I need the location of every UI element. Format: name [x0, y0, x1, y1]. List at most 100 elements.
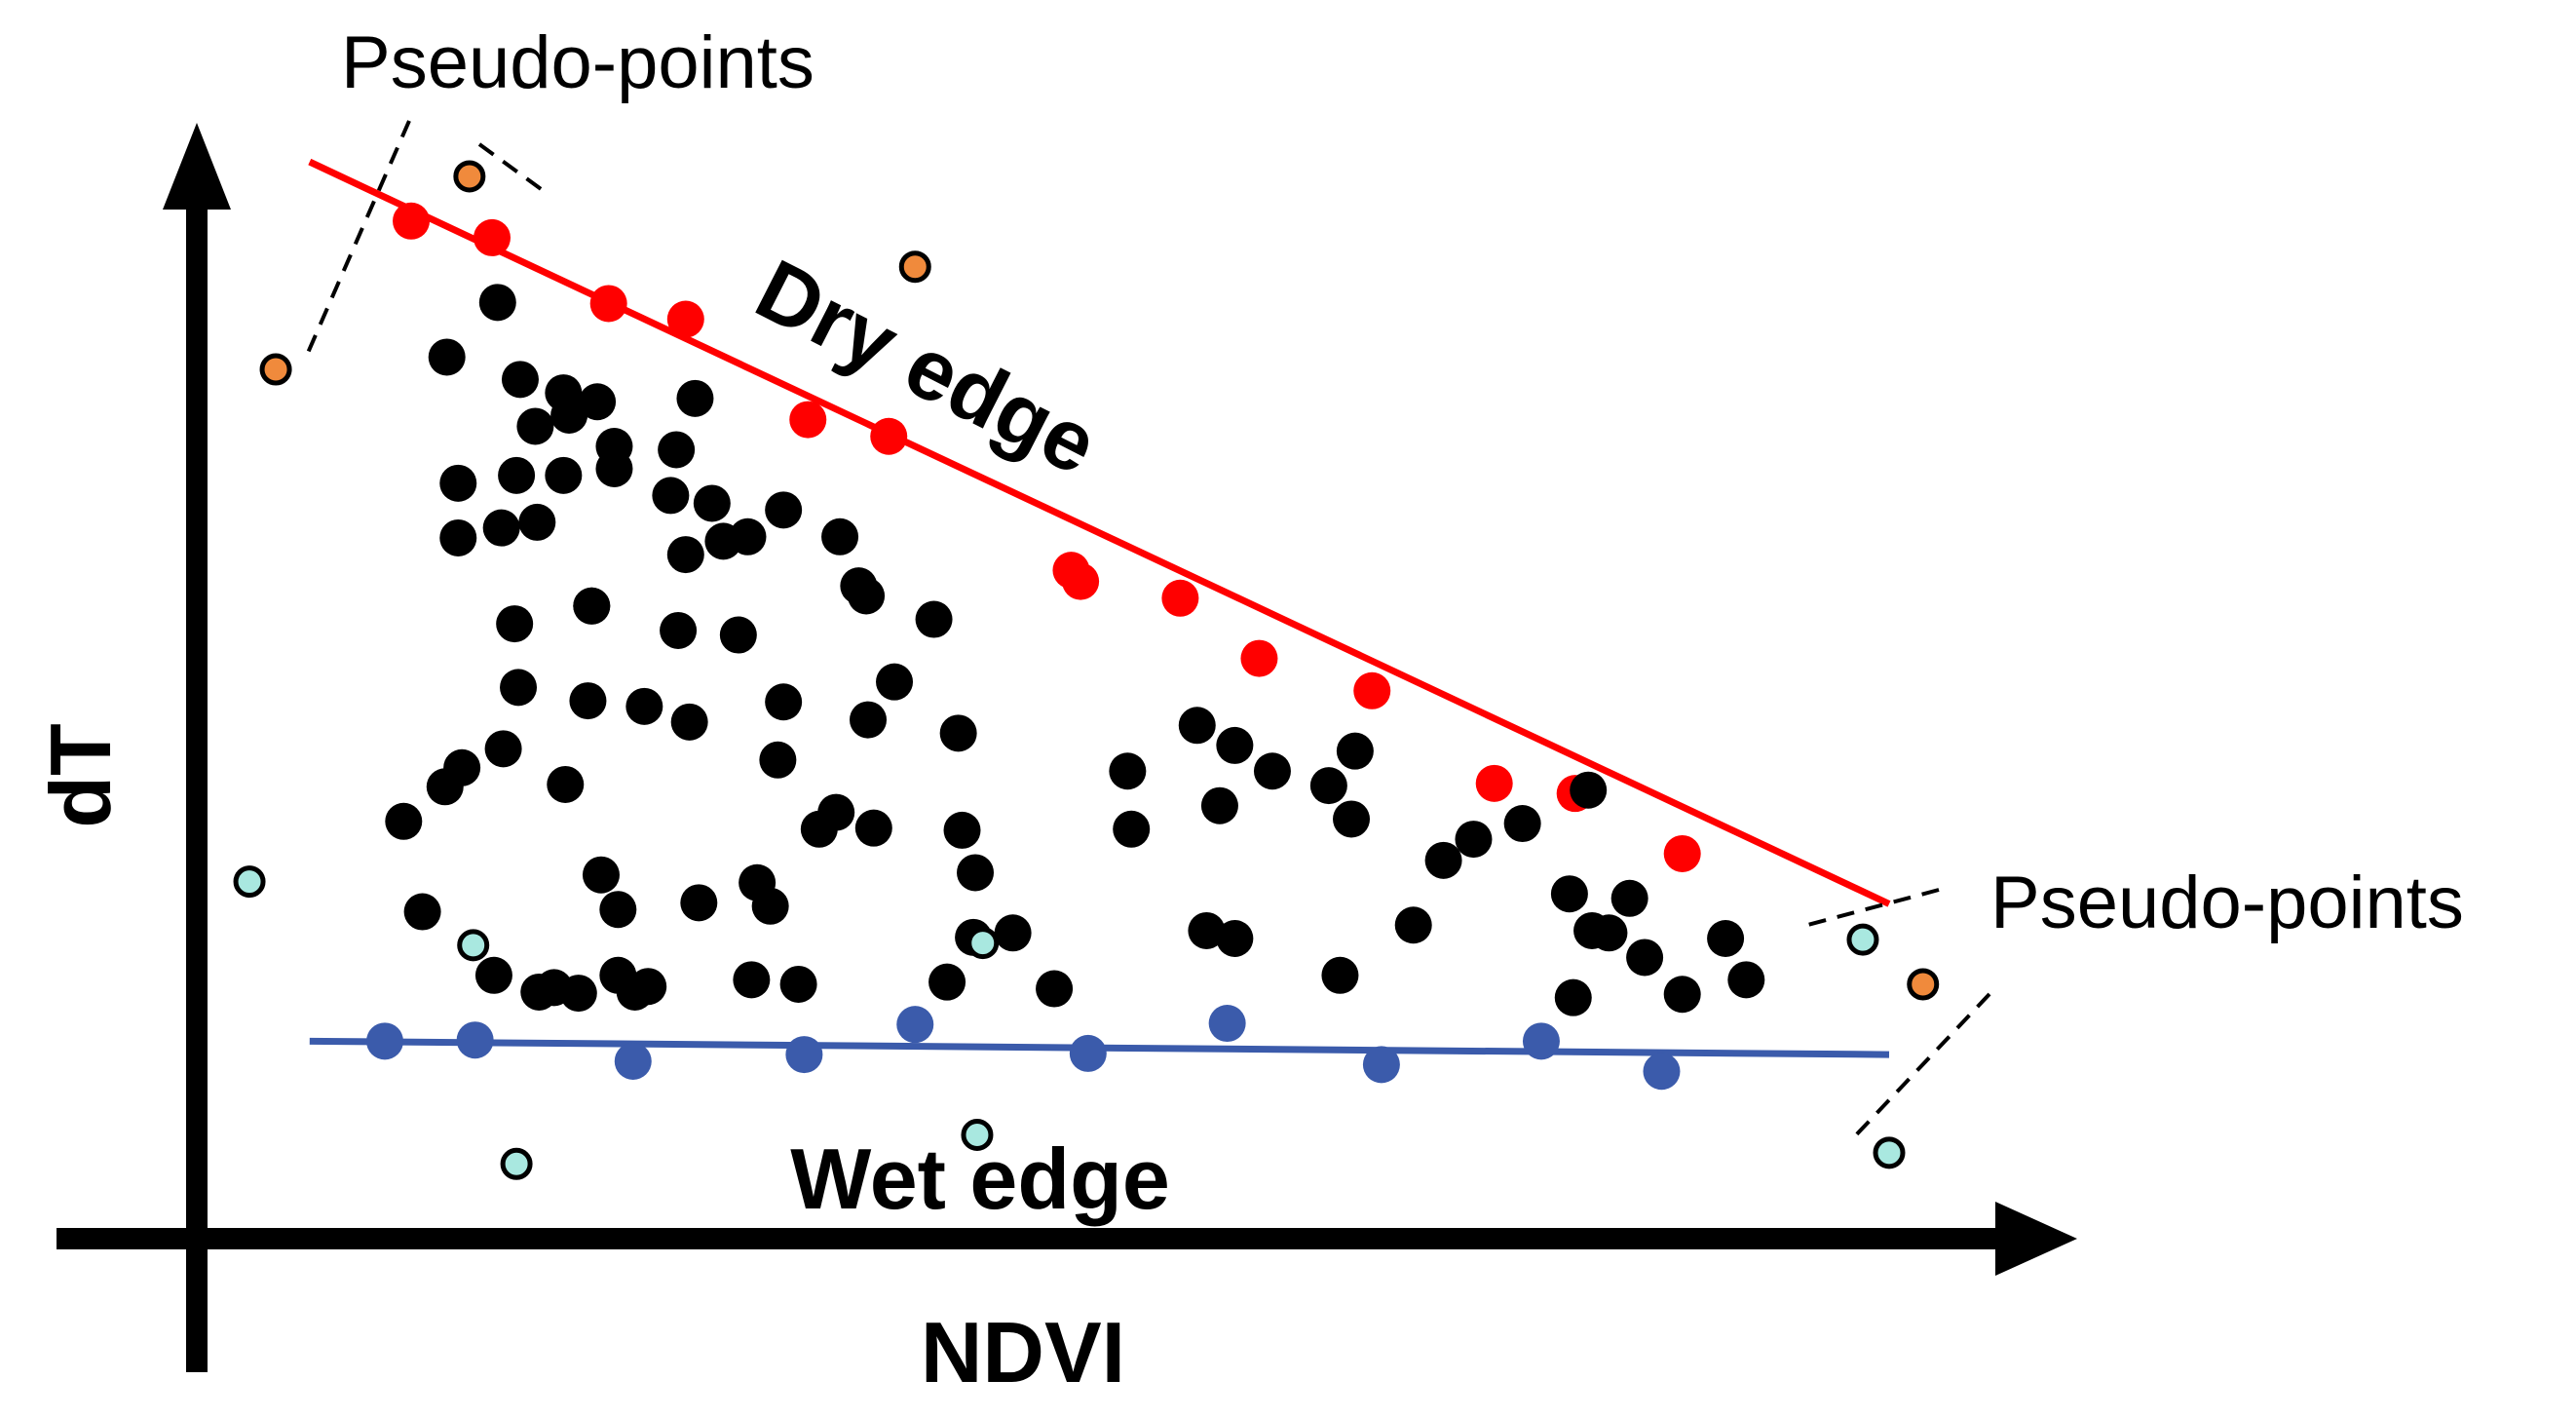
interior-point — [599, 891, 637, 929]
interior-point — [428, 338, 466, 376]
interior-point — [821, 517, 859, 556]
data-points — [233, 160, 1940, 1180]
interior-point — [1663, 976, 1701, 1014]
interior-point — [1610, 879, 1648, 917]
interior-point — [1424, 841, 1462, 879]
interior-point — [1455, 821, 1493, 859]
interior-point — [817, 793, 855, 831]
interior-point — [1253, 752, 1291, 790]
pseudo-leader-left-2 — [477, 142, 546, 193]
interior-point — [478, 284, 516, 322]
pseudo-point-wet — [457, 929, 490, 962]
interior-point — [1216, 919, 1254, 957]
interior-point — [765, 683, 803, 721]
interior-point — [943, 811, 981, 849]
interior-point — [779, 965, 817, 1003]
interior-point — [1321, 956, 1359, 994]
interior-point — [729, 517, 767, 556]
dry-edge-point — [1161, 579, 1199, 617]
pseudo-point-dry — [1907, 968, 1940, 1001]
interior-point — [848, 577, 886, 615]
interior-point — [1570, 771, 1608, 809]
dry-edge-point — [789, 401, 827, 439]
interior-point — [385, 802, 423, 840]
interior-point — [474, 956, 512, 994]
interior-point — [1188, 911, 1226, 949]
interior-point — [693, 484, 731, 522]
wet-edge-point — [1208, 1005, 1246, 1043]
pseudo-point-dry — [453, 160, 486, 193]
dry-edge-point — [1240, 639, 1278, 677]
interior-point — [876, 663, 914, 701]
pseudo-point-dry — [898, 250, 931, 284]
interior-point — [1394, 906, 1432, 944]
interior-point — [629, 968, 667, 1006]
interior-point — [484, 730, 522, 768]
interior-point — [850, 701, 888, 739]
dry-edge-point — [474, 218, 511, 256]
wet-edge-point — [614, 1042, 652, 1080]
interior-point — [1727, 961, 1765, 999]
interior-point — [426, 768, 464, 806]
interior-point — [1113, 810, 1151, 848]
pseudo-point-wet — [966, 927, 1000, 960]
interior-point — [1200, 786, 1238, 824]
interior-point — [1573, 911, 1611, 949]
interior-point — [957, 854, 995, 892]
wet-edge-point — [1643, 1053, 1681, 1091]
x-axis-arrow — [1995, 1202, 2077, 1276]
dry-edge-line — [308, 158, 1891, 907]
interior-point — [658, 431, 696, 469]
interior-point — [680, 884, 718, 922]
interior-point — [666, 536, 704, 574]
interior-point — [547, 765, 585, 803]
interior-point — [403, 893, 441, 931]
wet-edge-point — [366, 1022, 403, 1060]
interior-point — [733, 961, 771, 999]
wet-edge-point — [1362, 1046, 1400, 1084]
interior-point — [1309, 767, 1347, 805]
interior-point — [759, 741, 797, 779]
interior-point — [595, 449, 633, 487]
dry-edge-point — [1663, 834, 1701, 872]
interior-point — [1178, 707, 1216, 745]
interior-point — [854, 809, 892, 847]
interior-point — [1626, 939, 1664, 977]
interior-point — [1333, 800, 1371, 838]
y-axis-label: dT — [32, 723, 129, 828]
wet-edge-point — [1522, 1022, 1560, 1060]
pseudo-point-wet — [1846, 923, 1879, 956]
interior-point — [939, 714, 977, 752]
interior-point — [496, 605, 534, 643]
interior-point — [579, 383, 617, 421]
interior-point — [994, 914, 1032, 952]
interior-point — [1707, 919, 1745, 957]
interior-point — [915, 600, 953, 638]
interior-point — [1554, 978, 1592, 1016]
interior-point — [670, 703, 708, 741]
dry-edge-point — [870, 417, 908, 455]
x-axis-label: NDVI — [921, 1304, 1125, 1400]
interior-point — [1036, 970, 1074, 1008]
interior-point — [582, 856, 620, 894]
dry-edge-point — [393, 202, 431, 240]
wet-edge-point — [785, 1036, 823, 1074]
interior-point — [500, 669, 538, 707]
interior-point — [518, 503, 556, 541]
interior-point — [676, 379, 714, 417]
interior-point — [535, 969, 573, 1007]
pseudo-points-label-right: Pseudo-points — [1990, 862, 2464, 944]
dry-edge-point — [1353, 671, 1391, 709]
interior-point — [928, 963, 966, 1001]
interior-point — [652, 477, 690, 515]
y-axis-arrow — [163, 123, 231, 210]
interior-point — [1336, 732, 1374, 770]
pseudo-points-label-left: Pseudo-points — [341, 21, 814, 104]
interior-point — [482, 509, 520, 547]
pseudo-point-wet — [1873, 1136, 1906, 1169]
wet-edge-point — [1069, 1034, 1107, 1072]
pseudo-point-wet — [961, 1119, 994, 1152]
pseudo-point-wet — [500, 1147, 533, 1180]
dry-edge-point — [1052, 552, 1090, 590]
